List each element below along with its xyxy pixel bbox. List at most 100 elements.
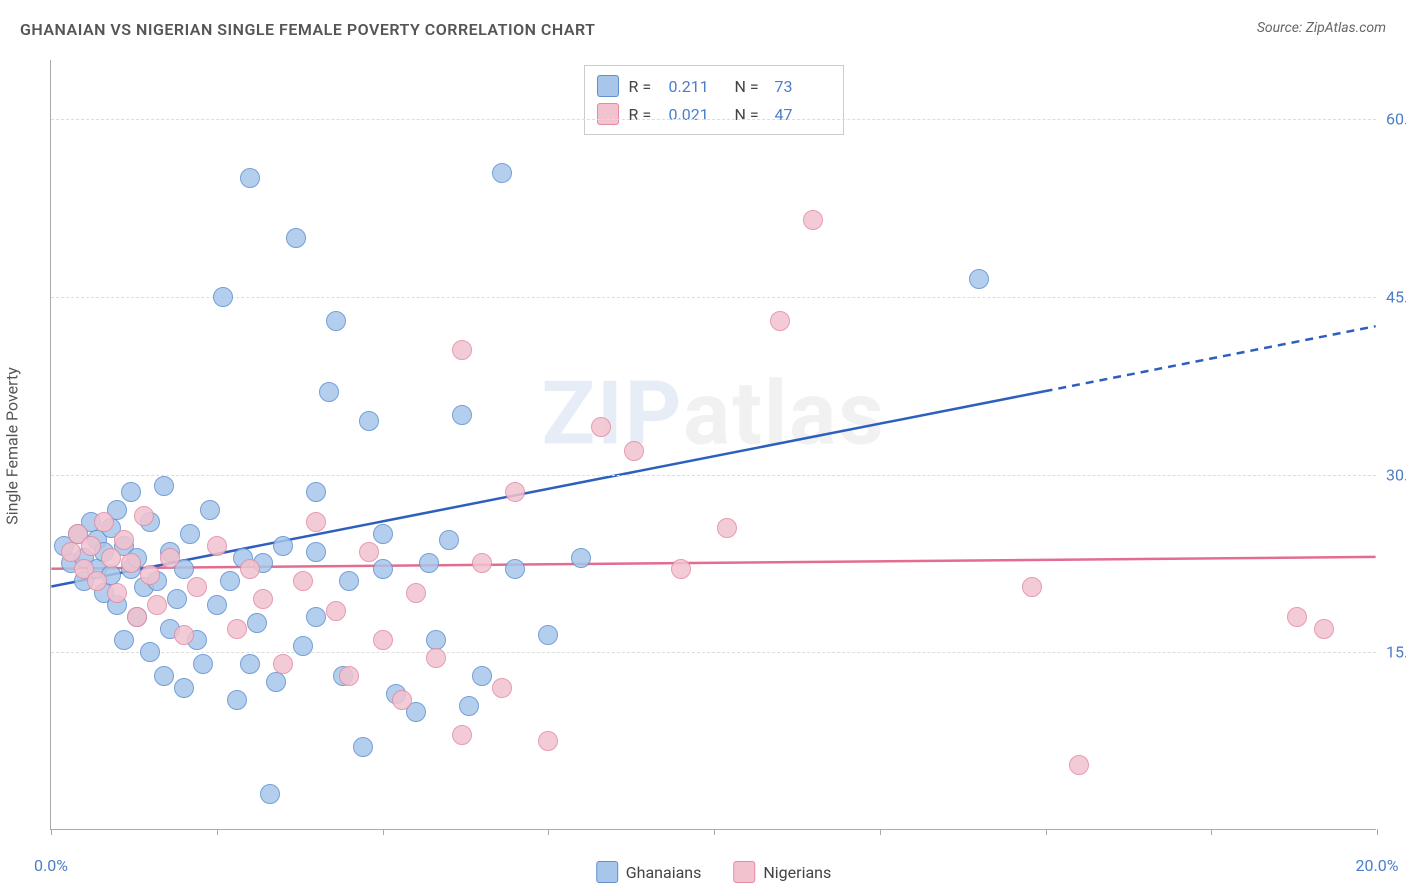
x-tick-mark	[880, 829, 881, 835]
swatch-ghanaians	[597, 75, 619, 97]
x-tick-label: 0.0%	[34, 856, 68, 875]
point-ghanaians	[472, 666, 492, 686]
point-ghanaians	[492, 163, 512, 183]
x-tick-mark	[714, 829, 715, 835]
point-ghanaians	[439, 530, 459, 550]
point-ghanaians	[319, 382, 339, 402]
n-label: N =	[735, 77, 765, 96]
point-nigerians	[134, 506, 154, 526]
point-nigerians	[803, 210, 823, 230]
y-tick-label: 45.0%	[1386, 287, 1406, 306]
point-ghanaians	[359, 411, 379, 431]
point-ghanaians	[193, 654, 213, 674]
gridline	[51, 297, 1376, 298]
x-tick-mark	[1046, 829, 1047, 835]
x-tick-mark	[548, 829, 549, 835]
legend-item-nigerians: Nigerians	[733, 861, 831, 883]
point-ghanaians	[373, 524, 393, 544]
correlation-legend: R = 0.211 N = 73 R = 0.021 N = 47	[584, 65, 844, 135]
point-ghanaians	[154, 476, 174, 496]
r-value-nigerians: 0.021	[669, 105, 725, 124]
point-ghanaians	[154, 666, 174, 686]
chart-container: GHANAIAN VS NIGERIAN SINGLE FEMALE POVER…	[0, 0, 1406, 892]
point-ghanaians	[180, 524, 200, 544]
swatch-nigerians	[733, 861, 755, 883]
point-ghanaians	[459, 696, 479, 716]
point-nigerians	[591, 417, 611, 437]
point-ghanaians	[200, 500, 220, 520]
r-value-ghanaians: 0.211	[669, 77, 725, 96]
gridline	[51, 475, 1376, 476]
watermark-atlas: atlas	[683, 362, 885, 465]
point-ghanaians	[247, 613, 267, 633]
point-nigerians	[107, 583, 127, 603]
point-ghanaians	[273, 536, 293, 556]
point-nigerians	[452, 340, 472, 360]
point-ghanaians	[220, 571, 240, 591]
point-ghanaians	[326, 311, 346, 331]
point-ghanaians	[339, 571, 359, 591]
point-nigerians	[273, 654, 293, 674]
point-ghanaians	[306, 542, 326, 562]
point-nigerians	[505, 482, 525, 502]
gridline	[51, 119, 1376, 120]
point-ghanaians	[140, 642, 160, 662]
point-nigerians	[81, 536, 101, 556]
point-ghanaians	[114, 630, 134, 650]
series-legend: Ghanaians Nigerians	[596, 861, 832, 883]
point-nigerians	[392, 690, 412, 710]
point-ghanaians	[167, 589, 187, 609]
point-ghanaians	[293, 636, 313, 656]
watermark-zip: ZIP	[542, 362, 683, 465]
y-axis-label: Single Female Poverty	[3, 367, 22, 525]
legend-row-ghanaians: R = 0.211 N = 73	[597, 72, 831, 100]
point-nigerians	[240, 559, 260, 579]
point-nigerians	[174, 625, 194, 645]
r-label: R =	[629, 77, 659, 96]
point-nigerians	[61, 542, 81, 562]
point-nigerians	[359, 542, 379, 562]
x-tick-mark	[1377, 829, 1378, 835]
point-ghanaians	[174, 678, 194, 698]
point-nigerians	[624, 441, 644, 461]
chart-title: GHANAIAN VS NIGERIAN SINGLE FEMALE POVER…	[20, 20, 596, 39]
point-nigerians	[339, 666, 359, 686]
point-nigerians	[406, 583, 426, 603]
point-nigerians	[227, 619, 247, 639]
point-nigerians	[1287, 607, 1307, 627]
point-nigerians	[472, 553, 492, 573]
x-tick-mark	[383, 829, 384, 835]
point-nigerians	[101, 548, 121, 568]
point-ghanaians	[286, 228, 306, 248]
point-nigerians	[253, 589, 273, 609]
point-nigerians	[293, 571, 313, 591]
point-nigerians	[160, 548, 180, 568]
point-nigerians	[1022, 577, 1042, 597]
y-tick-label: 60.0%	[1386, 110, 1406, 129]
point-ghanaians	[121, 482, 141, 502]
gridline	[51, 652, 1376, 653]
point-nigerians	[426, 648, 446, 668]
point-nigerians	[187, 577, 207, 597]
point-nigerians	[326, 601, 346, 621]
r-label: R =	[629, 105, 659, 124]
point-ghanaians	[373, 559, 393, 579]
point-ghanaians	[452, 405, 472, 425]
swatch-ghanaians	[596, 861, 618, 883]
legend-label-ghanaians: Ghanaians	[626, 863, 702, 882]
point-ghanaians	[207, 595, 227, 615]
point-ghanaians	[571, 548, 591, 568]
point-nigerians	[140, 565, 160, 585]
point-nigerians	[492, 678, 512, 698]
point-ghanaians	[306, 607, 326, 627]
watermark: ZIPatlas	[542, 362, 886, 465]
y-tick-label: 15.0%	[1386, 643, 1406, 662]
point-nigerians	[87, 571, 107, 591]
x-tick-mark	[1211, 829, 1212, 835]
point-nigerians	[207, 536, 227, 556]
n-value-nigerians: 47	[775, 105, 831, 124]
point-nigerians	[94, 512, 114, 532]
point-ghanaians	[505, 559, 525, 579]
legend-row-nigerians: R = 0.021 N = 47	[597, 100, 831, 128]
y-tick-label: 30.0%	[1386, 465, 1406, 484]
